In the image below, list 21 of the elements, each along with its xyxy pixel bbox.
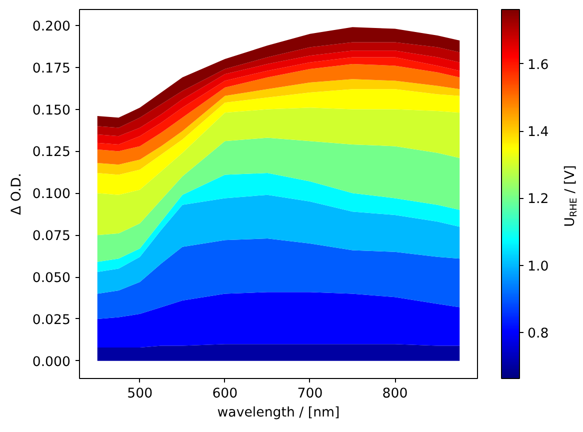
y-tick-label: 0.200 [32, 19, 70, 34]
color-bar-label: 1.4 [528, 125, 549, 140]
x-tick-label: 500 [127, 386, 153, 402]
color-bar-label: 1.6 [528, 58, 549, 73]
y-tick-label: 0.025 [32, 312, 70, 328]
y-tick-label: 0.150 [32, 103, 70, 118]
y-tick-label: 0.175 [32, 61, 70, 76]
color-bar-label: 0.8 [528, 326, 549, 342]
y-tick-label: 0.000 [32, 354, 70, 370]
color-bar-title: URHE / [V] [563, 165, 580, 227]
y-axis-title: Δ O.D. [9, 172, 24, 216]
y-tick-label: 0.075 [32, 229, 70, 244]
x-tick-label: 800 [382, 386, 408, 402]
y-tick-label: 0.050 [32, 271, 70, 286]
x-tick-label: 700 [297, 386, 323, 402]
x-tick-label: 600 [212, 386, 238, 402]
y-tick-label: 0.100 [32, 187, 70, 202]
color-bar-label: 1.0 [528, 259, 549, 274]
y-tick-label: 0.125 [32, 145, 70, 160]
x-axis-title: wavelength / [nm] [217, 406, 340, 420]
color-bar-label: 1.2 [528, 192, 549, 208]
